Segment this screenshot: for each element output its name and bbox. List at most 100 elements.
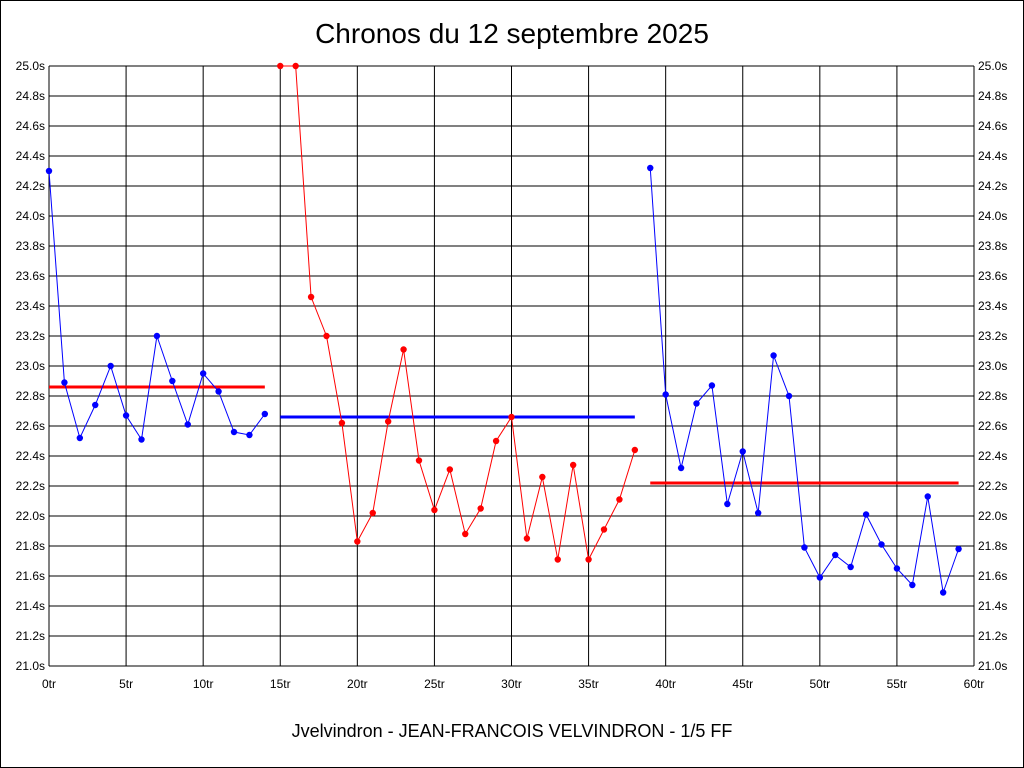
- series-2-point: [415, 457, 423, 464]
- x-tick-label: 0tr: [42, 677, 56, 691]
- y-tick-label-right: 24.4s: [978, 149, 1007, 163]
- series-2-point: [400, 346, 407, 353]
- chart-title: Chronos du 12 septembre 2025: [315, 18, 709, 49]
- x-tick-label: 40tr: [655, 677, 676, 691]
- series-2-point: [631, 446, 639, 454]
- series-3-point: [662, 391, 669, 398]
- series-3-point: [939, 589, 947, 596]
- x-tick-label: 45tr: [732, 677, 753, 691]
- y-tick-label-left: 21.6s: [16, 569, 45, 583]
- series-2-point: [323, 332, 330, 340]
- y-tick-label-right: 24.8s: [978, 89, 1007, 103]
- series-3-point: [724, 500, 731, 508]
- series-1-point: [261, 410, 269, 418]
- y-tick-label-left: 21.8s: [16, 539, 45, 553]
- y-tick-label-right: 21.8s: [978, 539, 1007, 553]
- series-3-point: [770, 352, 777, 359]
- series-1-point: [246, 431, 253, 439]
- x-tick-label: 15tr: [270, 677, 291, 691]
- y-tick-label-right: 22.2s: [978, 479, 1007, 493]
- series-3-point: [816, 574, 824, 581]
- series-1-point: [45, 167, 53, 175]
- y-tick-label-right: 23.6s: [978, 269, 1007, 283]
- series-1-point: [61, 379, 68, 386]
- series-3-point: [801, 544, 808, 551]
- x-tick-label: 60tr: [964, 677, 985, 691]
- series-2-point: [585, 556, 592, 563]
- series-2-point: [462, 530, 469, 538]
- y-tick-label-right: 21.6s: [978, 569, 1007, 583]
- series-2-point: [307, 293, 315, 301]
- series-2-point: [431, 506, 438, 514]
- y-tick-label-right: 23.8s: [978, 239, 1007, 253]
- series-line-2: [280, 65, 636, 562]
- y-tick-label-left: 22.2s: [16, 479, 45, 493]
- y-tick-label-left: 24.8s: [16, 89, 45, 103]
- y-tick-label-right: 24.0s: [978, 209, 1007, 223]
- y-tick-label-left: 22.4s: [16, 449, 45, 463]
- y-tick-label-left: 23.2s: [16, 329, 45, 343]
- series-line-1: [48, 170, 266, 441]
- series-2-point: [277, 62, 284, 70]
- series-2-point: [616, 496, 623, 503]
- y-tick-label-left: 21.0s: [16, 659, 45, 673]
- y-tick-label-right: 24.2s: [978, 179, 1007, 193]
- series-3-point: [862, 511, 870, 518]
- y-tick-label-left: 22.8s: [16, 389, 45, 403]
- x-tick-label: 10tr: [193, 677, 214, 691]
- series-2-point: [492, 437, 500, 445]
- y-tick-label-right: 22.6s: [978, 419, 1007, 433]
- series-3-point: [832, 551, 839, 559]
- series-3-point: [739, 448, 746, 455]
- y-tick-label-left: 24.6s: [16, 119, 45, 133]
- series-3-point: [785, 392, 793, 400]
- series-2-point: [292, 62, 299, 70]
- series-3-point: [955, 545, 962, 553]
- series-2-point: [523, 535, 531, 542]
- series-1-point: [107, 362, 114, 370]
- series-line-3: [649, 167, 960, 593]
- y-tick-label-left: 22.0s: [16, 509, 45, 523]
- y-tick-label-left: 23.4s: [16, 299, 45, 313]
- series-1-point: [184, 421, 191, 428]
- series-1-point: [169, 377, 176, 385]
- series-1-point: [122, 412, 130, 419]
- y-tick-label-left: 24.0s: [16, 209, 45, 223]
- y-tick-label-left: 23.8s: [16, 239, 45, 253]
- y-tick-label-right: 25.0s: [978, 59, 1007, 73]
- y-tick-label-right: 23.4s: [978, 299, 1007, 313]
- series-2-point: [569, 461, 577, 469]
- series-2-point: [477, 505, 484, 512]
- x-tick-label: 5tr: [119, 677, 133, 691]
- series-1-point: [153, 332, 161, 340]
- y-tick-label-left: 22.6s: [16, 419, 45, 433]
- series-1-point: [92, 401, 99, 409]
- chart-footer: Jvelvindron - JEAN-FRANCOIS VELVINDRON -…: [291, 721, 733, 741]
- series-2-point: [354, 538, 361, 545]
- series-2-point: [554, 556, 561, 563]
- y-tick-label-right: 22.4s: [978, 449, 1007, 463]
- series-2-point: [338, 419, 346, 427]
- y-tick-label-left: 24.2s: [16, 179, 45, 193]
- series-1-point: [215, 388, 222, 395]
- series-3-point: [693, 400, 700, 407]
- series-2-point: [539, 473, 546, 481]
- series-2-point: [508, 413, 515, 421]
- series-3-point: [708, 382, 716, 389]
- series-3-point: [754, 509, 762, 517]
- series-3-point: [878, 541, 885, 548]
- series-3-point: [924, 493, 931, 500]
- x-tick-label: 50tr: [809, 677, 830, 691]
- y-tick-label-left: 24.4s: [16, 149, 45, 163]
- y-tick-label-left: 25.0s: [16, 59, 45, 73]
- y-tick-label-right: 21.2s: [978, 629, 1007, 643]
- y-tick-label-right: 22.0s: [978, 509, 1007, 523]
- series-2-point: [600, 526, 608, 533]
- y-tick-label-left: 23.0s: [16, 359, 45, 373]
- y-tick-label-right: 23.2s: [978, 329, 1007, 343]
- x-tick-label: 30tr: [501, 677, 522, 691]
- series-2-point: [369, 509, 376, 517]
- series-3-point: [893, 565, 901, 572]
- x-tick-label: 55tr: [887, 677, 908, 691]
